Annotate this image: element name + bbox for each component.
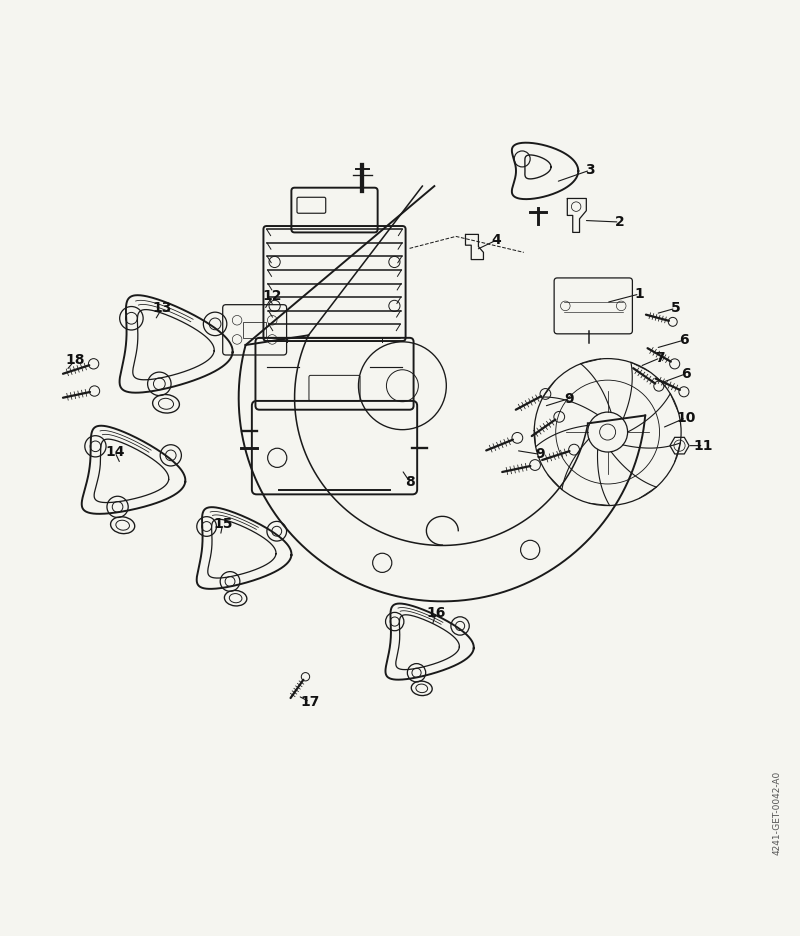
Text: 9: 9: [536, 447, 546, 461]
Bar: [243, 322, 266, 338]
Text: 1: 1: [634, 287, 645, 300]
Text: 2: 2: [614, 215, 625, 229]
Text: 14: 14: [105, 445, 125, 459]
Text: 17: 17: [300, 695, 319, 709]
Text: 13: 13: [152, 301, 172, 315]
Text: 10: 10: [676, 411, 695, 425]
Text: 7: 7: [655, 351, 665, 365]
Text: 15: 15: [213, 517, 233, 531]
Text: 12: 12: [262, 289, 282, 303]
Text: 9: 9: [565, 391, 574, 405]
Text: 11: 11: [694, 439, 714, 453]
Text: 16: 16: [426, 607, 446, 621]
Text: 3: 3: [586, 163, 595, 177]
Text: 6: 6: [681, 367, 690, 381]
Text: 8: 8: [405, 475, 414, 489]
Text: 4241-GET-0042-A0: 4241-GET-0042-A0: [773, 771, 782, 856]
Text: 5: 5: [670, 301, 680, 315]
Text: 18: 18: [66, 353, 85, 367]
Text: 4: 4: [491, 233, 501, 247]
Text: 6: 6: [678, 333, 688, 347]
